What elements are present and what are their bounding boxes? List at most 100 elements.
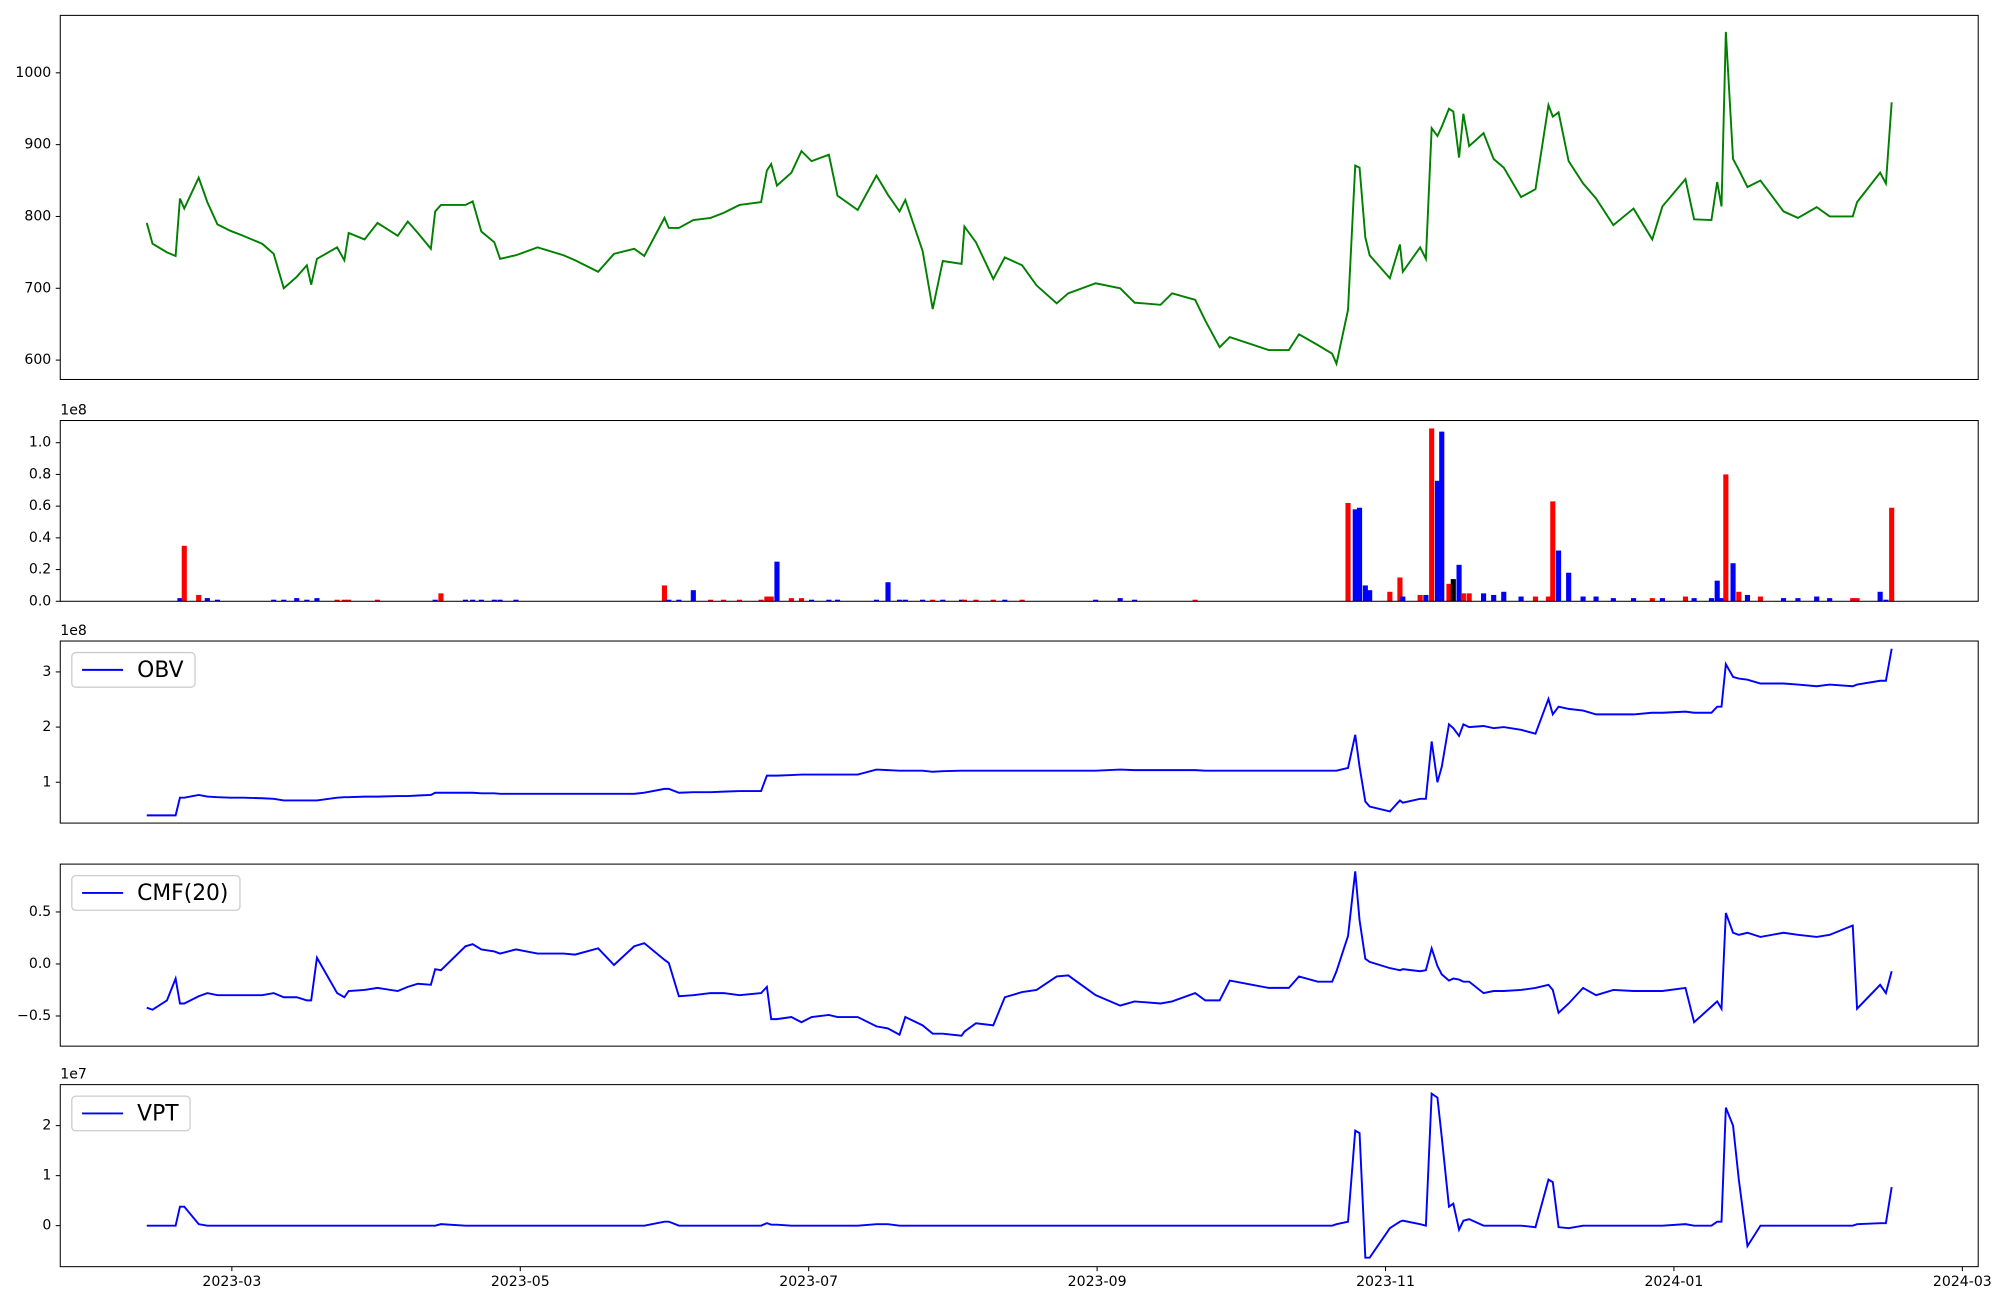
volume-bar [1446,583,1452,602]
indicator-line [146,871,1893,1037]
volume-bar [1730,563,1736,602]
volume-bar [1593,596,1599,602]
volume-bar [1682,596,1689,602]
volume-bar [346,599,352,602]
volume-bar [438,593,444,602]
volume-bar [1649,598,1655,602]
volume-bar [1362,585,1368,602]
volume-bar [1550,501,1556,602]
volume-bar [1491,594,1497,602]
volume-bar [214,599,221,602]
volume-bar [1610,598,1616,602]
volume-bar [1481,593,1487,602]
volume-bar [181,545,187,602]
volume-bar [736,599,743,602]
volume-bar [1132,599,1138,602]
y-tick-label: 1 [42,774,51,790]
volume-bar [1545,596,1552,602]
volume-bar [721,599,727,602]
y-tick-label: 0.4 [29,530,51,546]
volume-bar [1850,598,1856,602]
y-tick-label: 0.2 [29,562,51,578]
offset-label: 1e7 [60,1066,87,1082]
y-tick-label: −0.5 [17,1008,51,1024]
volume-bar [1456,564,1462,602]
volume-bar [1093,599,1099,602]
volume-bar [973,599,979,602]
volume-bar [896,599,903,602]
volume-bar [204,598,210,602]
legend-label: OBV [137,658,183,683]
volume-bar [513,599,519,602]
axes-frame [59,640,1979,824]
volume-bar [1356,507,1363,602]
legend-label: CMF(20) [137,881,228,906]
volume-bar [940,599,946,602]
volume-bar [1630,598,1637,602]
volume-bar [1714,580,1720,602]
volume-bar [902,599,908,602]
x-tick-label: 2024-03 [1933,1274,1992,1290]
volume-bar [1117,598,1123,602]
volume-bar [1883,599,1889,602]
volume-bar [961,599,967,602]
volume-bar [1019,599,1025,602]
price-line [145,31,1893,367]
y-tick-label: 0.5 [29,904,51,920]
y-tick-label: 2 [42,719,51,735]
volume-bar [341,599,347,602]
volume-bar [1367,590,1373,602]
volume-bar [661,585,668,602]
volume-bar [788,598,794,602]
volume-bar [1877,591,1883,602]
volume-bar [758,599,764,602]
volume-bar [1889,507,1895,602]
volume-bar [304,599,310,602]
offset-label: 1e8 [60,623,87,639]
volume-bar [930,599,936,602]
volume-bar [990,599,996,602]
volume-bar [1460,593,1466,602]
volume-bar [826,599,832,602]
volume-bar [1466,593,1472,602]
volume-bar [1736,591,1742,602]
plot-area [60,420,1979,602]
volume-bar [470,599,476,602]
volume-bar [1450,579,1456,602]
volume-bar [1501,591,1507,602]
volume-bar [1659,598,1665,602]
volume-bar [809,599,815,602]
y-tick-label: 1 [42,1168,51,1184]
axes-frame [59,863,1979,1047]
volume-bar [764,596,770,602]
x-tick-label: 2024-01 [1644,1274,1703,1290]
volume-bar [798,598,805,602]
volume-bar [1417,594,1423,602]
volume-bar [958,599,965,602]
offset-label: 1e8 [60,402,87,418]
volume-bar [1555,550,1562,602]
volume-bar [1387,591,1393,602]
volume-bar [1723,474,1729,602]
y-tick-label: 1.0 [29,435,51,451]
volume-bar [708,599,714,602]
volume-bar [177,598,183,602]
volume-bar [1566,572,1572,602]
volume-bar [666,599,672,602]
volume-bar [432,599,438,602]
volume-bar [294,598,300,602]
legend-box [71,651,196,688]
volume-bar [1580,596,1586,602]
plot-area [60,1084,1979,1267]
volume-bar [1854,598,1860,602]
volume-bar [676,599,682,602]
volume-bar [1708,598,1714,602]
plot-area [60,15,1979,380]
y-tick-label: 0.8 [29,466,51,482]
volume-bar [873,599,880,602]
volume-bar [1757,596,1764,602]
volume-bar [196,594,202,602]
volume-bar [1744,594,1751,602]
volume-bar [1532,596,1539,602]
